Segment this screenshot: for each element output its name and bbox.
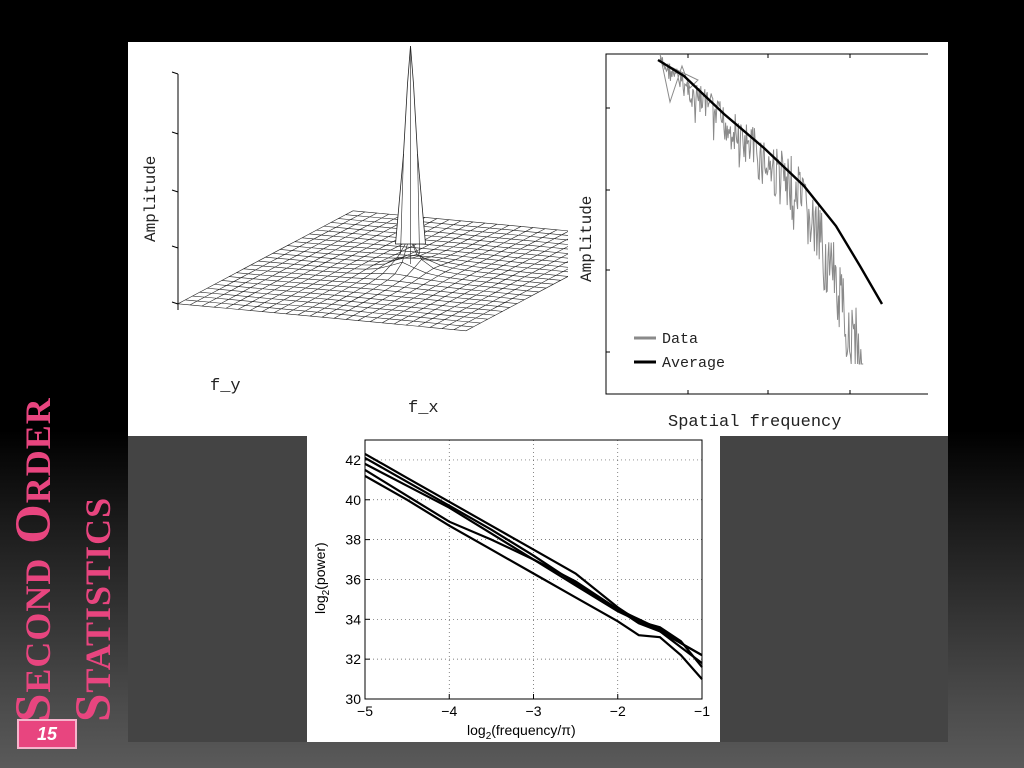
mesh-line-u bbox=[285, 220, 462, 315]
power-series-line-2 bbox=[364, 456, 703, 657]
power-series-line-3 bbox=[364, 462, 703, 668]
power-series-line-4 bbox=[364, 468, 703, 657]
lower-figure-panel: −5 −4 −3 −2 −1 30 32 34 36 38 40 42 log2(frequency/… bbox=[307, 436, 720, 742]
x-tick-label: −5 bbox=[357, 703, 373, 719]
mesh-line-u bbox=[429, 253, 568, 328]
mesh-line-u bbox=[465, 276, 568, 332]
legend-average-label: Average bbox=[662, 355, 725, 372]
y-tick-label: 30 bbox=[345, 691, 361, 707]
mesh-line-v bbox=[345, 214, 568, 236]
power-spectrum-plot: −5 −4 −3 −2 −1 30 32 34 36 38 40 42 log2(frequency/… bbox=[312, 439, 710, 742]
mesh-line-v bbox=[331, 222, 568, 245]
mesh-line-v bbox=[323, 225, 568, 250]
surface-ylabel: f_y bbox=[210, 377, 241, 396]
power-series-line-1 bbox=[364, 452, 703, 664]
spectrum-data-series bbox=[659, 53, 864, 365]
y-tick-label: 38 bbox=[345, 532, 361, 548]
peak-rib bbox=[417, 153, 420, 255]
upper-figure-panel: Amplitude f_y f_x Data Average Amplitude… bbox=[128, 42, 948, 436]
spectrum-plot: Data Average Amplitude Spatial frequency bbox=[578, 53, 928, 432]
mesh-line-u bbox=[453, 268, 568, 330]
peak-rib bbox=[400, 153, 404, 255]
spectrum-frame bbox=[605, 53, 928, 395]
mesh-line-u bbox=[417, 246, 568, 327]
slide-title-line-2: Statistics bbox=[66, 496, 122, 722]
spectrum-ylabel: Amplitude bbox=[578, 196, 596, 282]
legend-data-label: Data bbox=[662, 331, 698, 348]
power-tick-labels: −5 −4 −3 −2 −1 30 32 34 36 38 40 42 bbox=[345, 452, 710, 719]
mesh-line-v bbox=[338, 218, 568, 241]
y-tick-label: 36 bbox=[345, 571, 361, 587]
spectrum-legend: Data Average bbox=[634, 331, 725, 372]
power-grid bbox=[364, 440, 703, 700]
power-ylabel: log2(power) bbox=[312, 542, 332, 614]
mesh-line-v bbox=[309, 233, 568, 259]
power-ticks bbox=[364, 459, 703, 700]
y-tick-label: 32 bbox=[345, 651, 361, 667]
surface-zlabel: Amplitude bbox=[142, 156, 160, 242]
slide-title-line-1: Second Order bbox=[6, 397, 62, 722]
spectrum-xlabel: Spatial frequency bbox=[668, 413, 841, 432]
power-series-group bbox=[364, 452, 703, 680]
surface-plot: Amplitude f_y f_x bbox=[142, 45, 568, 418]
mesh-line-u bbox=[297, 221, 474, 316]
power-series-line-5 bbox=[364, 474, 703, 680]
spectrum-data-line bbox=[659, 53, 864, 365]
y-tick-label: 42 bbox=[345, 452, 361, 468]
surface-axes bbox=[171, 71, 179, 310]
slide-title: Second Order Statistics bbox=[4, 0, 154, 738]
y-tick-label: 34 bbox=[345, 611, 361, 627]
surface-peak bbox=[395, 45, 426, 264]
surface-xlabel: f_x bbox=[408, 399, 439, 418]
x-tick-label: −3 bbox=[526, 703, 542, 719]
x-tick-label: −1 bbox=[694, 703, 710, 719]
surface-mesh bbox=[177, 210, 568, 332]
spectrum-average-line bbox=[657, 58, 884, 305]
mesh-line-u bbox=[441, 261, 568, 329]
x-tick-label: −4 bbox=[441, 703, 457, 719]
y-tick-label: 40 bbox=[345, 492, 361, 508]
page-number-badge: 15 bbox=[17, 719, 77, 749]
spectrum-ticks bbox=[606, 54, 851, 395]
power-xlabel: log2(frequency/π) bbox=[467, 722, 576, 742]
x-tick-label: −2 bbox=[610, 703, 626, 719]
